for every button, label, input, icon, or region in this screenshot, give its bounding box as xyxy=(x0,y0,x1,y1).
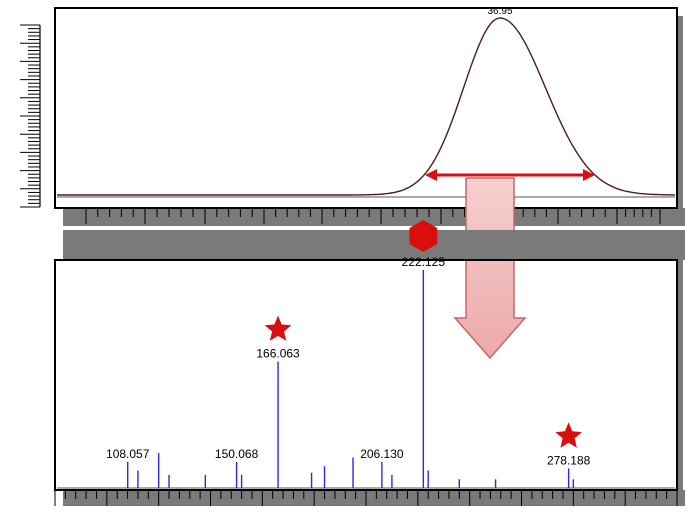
figure-svg: 36.95 108.057 150.068 166.063 206.130 222.125… xyxy=(0,0,700,513)
ms-peak-label: 222.125 xyxy=(402,255,446,269)
ms-peak-label: 108.057 xyxy=(106,447,150,461)
star-icon xyxy=(555,422,582,447)
chrom-trace xyxy=(57,18,675,195)
ms-shadow-below xyxy=(63,490,685,506)
ms-peak-label: 166.063 xyxy=(256,347,300,361)
chrom-span-arrow-right xyxy=(583,169,595,181)
chrom-peak-label: 36.95 xyxy=(487,6,512,17)
ms-peak-label: 150.068 xyxy=(215,447,259,461)
down-arrow xyxy=(455,178,525,358)
ms-peak-label: 206.130 xyxy=(360,447,404,461)
ms-shadow-above xyxy=(63,230,685,260)
chrom-shadow-below xyxy=(63,208,685,226)
figure-container: 36.95 108.057 150.068 166.063 206.130 222.125… xyxy=(0,0,700,513)
star-icon xyxy=(265,316,292,341)
ms-peak-label: 278.188 xyxy=(547,453,591,467)
